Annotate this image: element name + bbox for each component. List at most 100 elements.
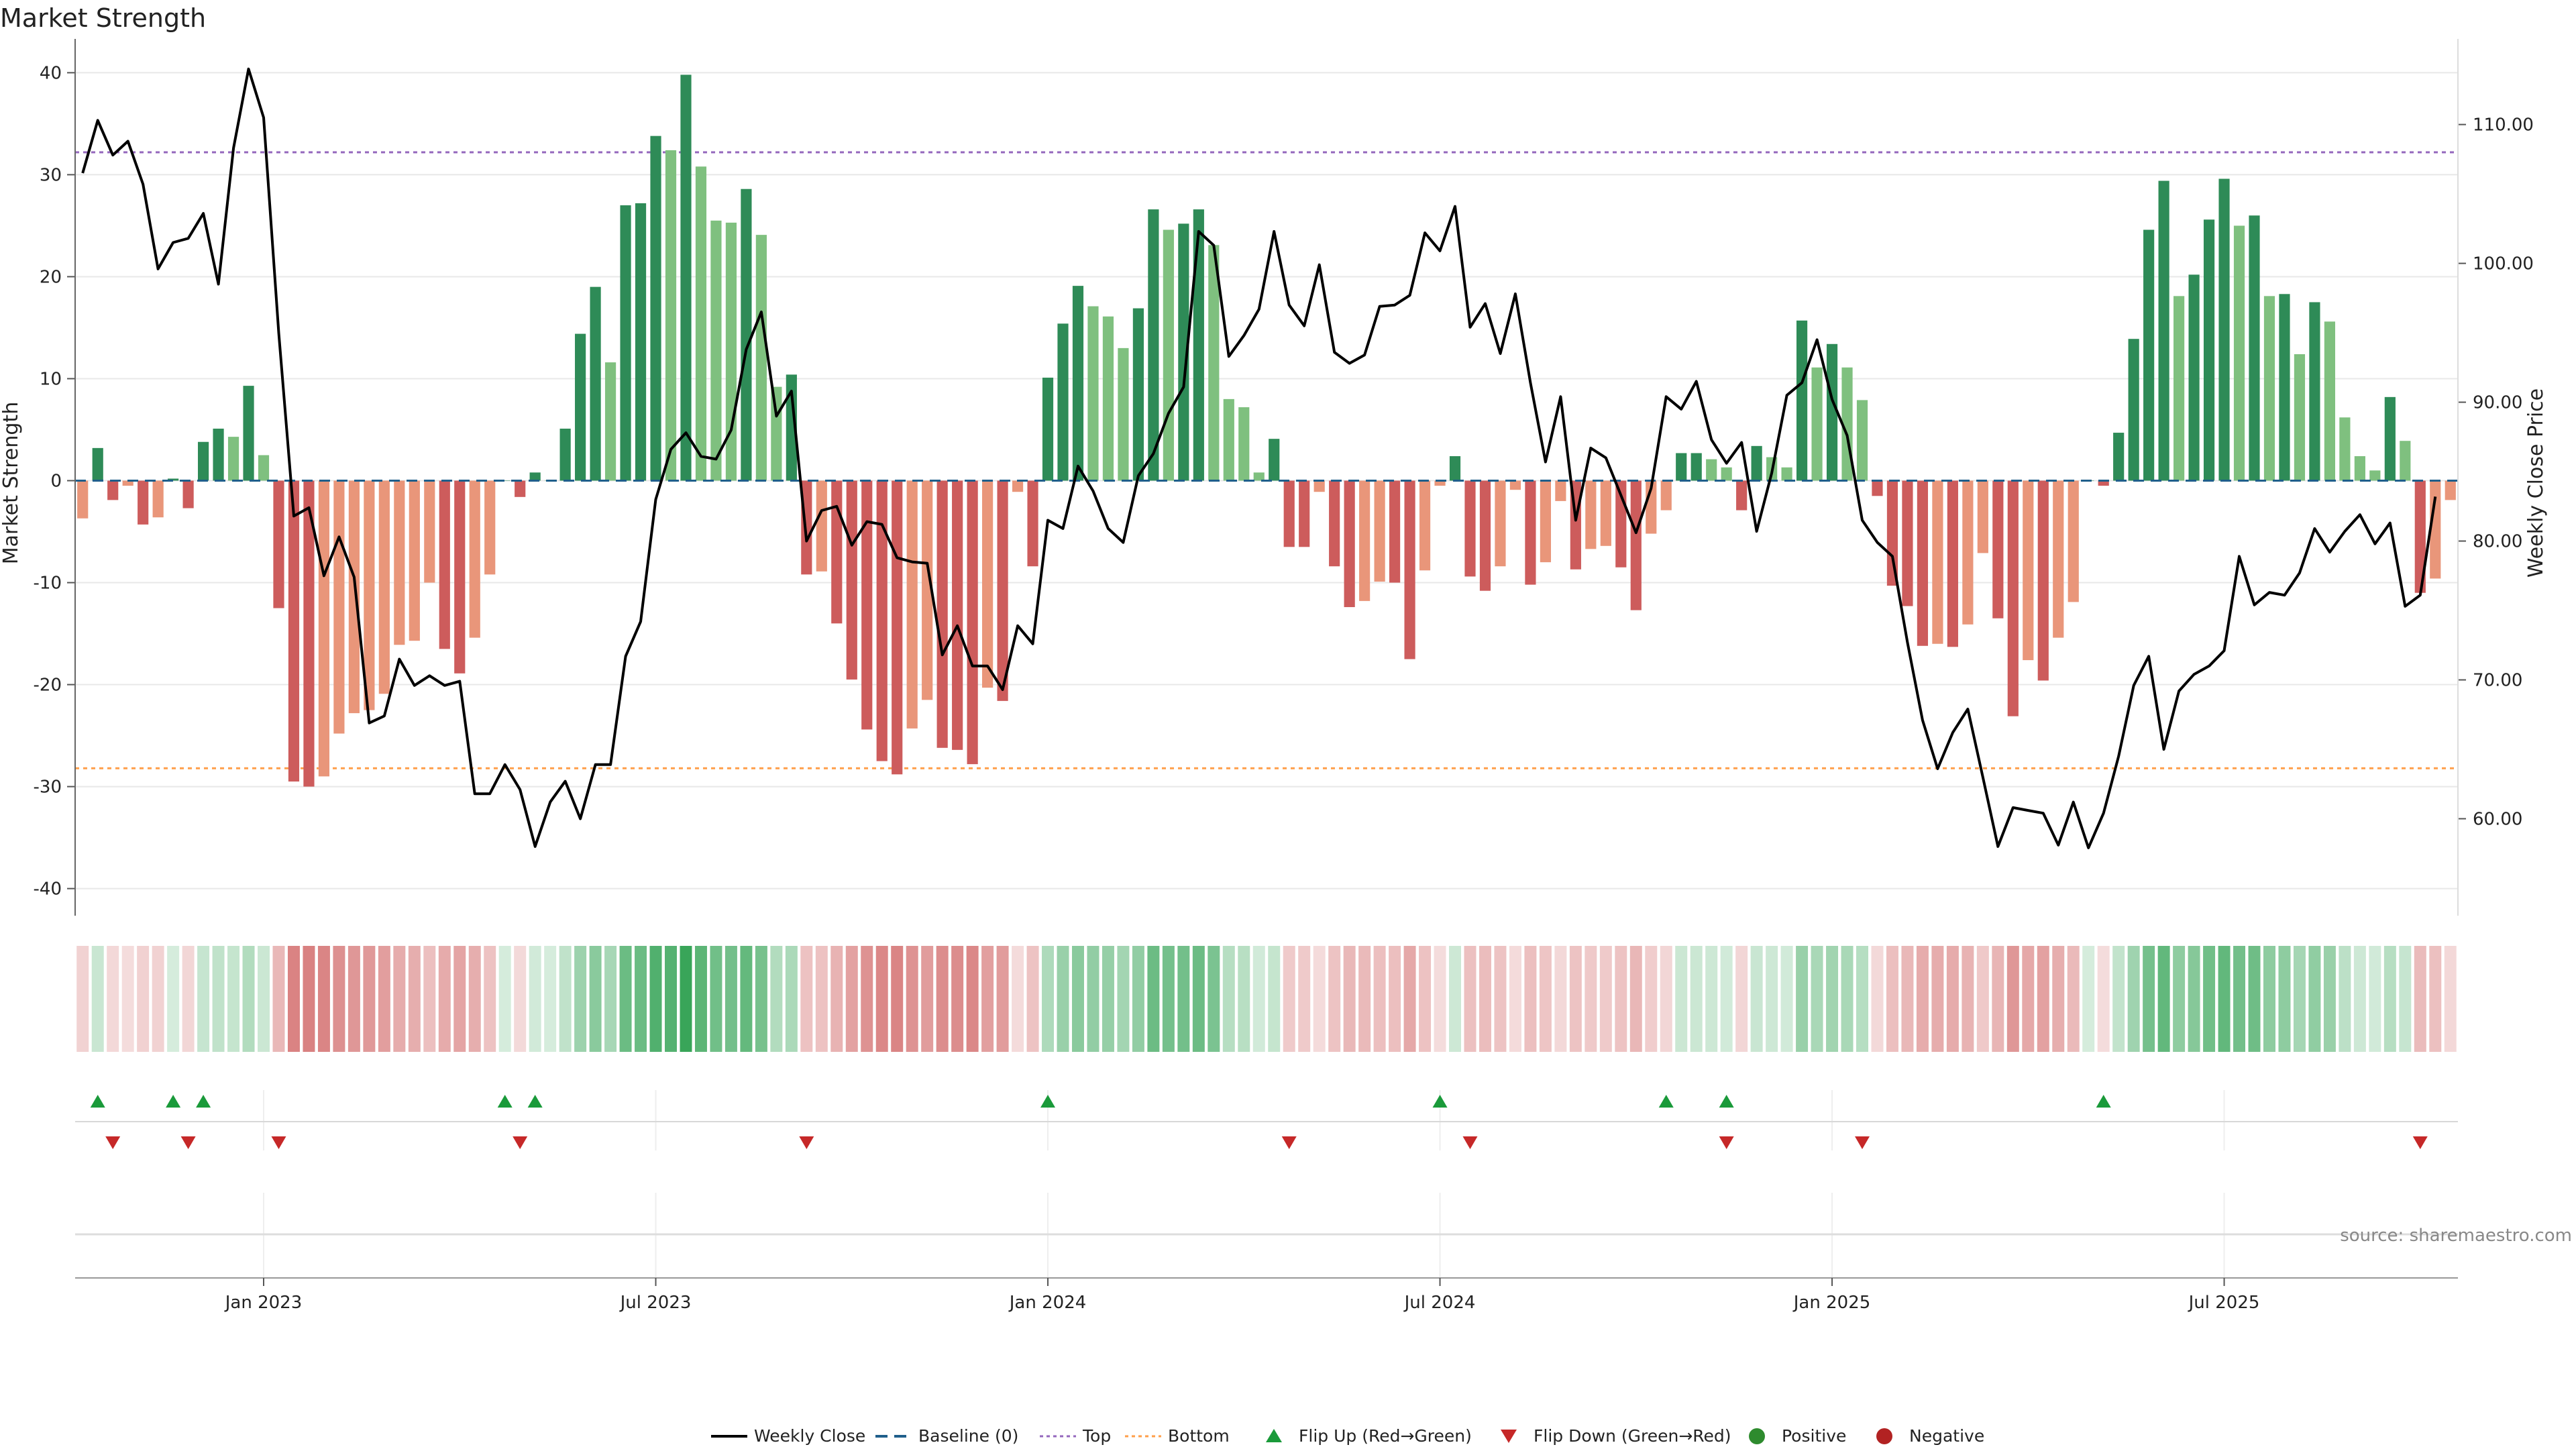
strength-bar — [861, 480, 873, 730]
strength-bar — [1389, 480, 1401, 583]
heat-cell — [635, 946, 647, 1052]
heat-cell — [1238, 946, 1250, 1052]
heat-cell — [2308, 946, 2321, 1052]
strength-bar — [1012, 480, 1024, 492]
strength-bar — [876, 480, 888, 761]
strength-bar — [2414, 480, 2426, 593]
heat-cell — [2339, 946, 2351, 1052]
strength-bar — [1826, 343, 1838, 481]
legend-label: Top — [1082, 1426, 1111, 1446]
strength-bar — [725, 222, 737, 481]
strength-bar — [2233, 225, 2245, 481]
heat-cell — [1796, 946, 1809, 1052]
left-tick-label: -20 — [34, 676, 62, 696]
strength-bar — [2068, 480, 2079, 602]
strength-bar — [529, 472, 541, 481]
heat-cell — [438, 946, 451, 1052]
strength-bar — [2384, 396, 2396, 481]
strength-bar — [1509, 480, 1521, 490]
heat-cell — [770, 946, 783, 1052]
strength-bar — [2445, 480, 2456, 500]
strength-bar — [1796, 320, 1808, 481]
strength-bar — [1374, 480, 1385, 582]
strength-bar — [1238, 407, 1250, 481]
heat-cell — [2188, 946, 2200, 1052]
heat-cell — [1147, 946, 1160, 1052]
source-label: source: sharemaestro.com — [2340, 1226, 2572, 1246]
heat-cell — [1057, 946, 1069, 1052]
legend-item: Baseline (0) — [875, 1426, 1018, 1446]
strength-bar — [2053, 480, 2064, 638]
strength-bar — [952, 480, 963, 750]
heat-cell — [1449, 946, 1462, 1052]
strength-bar — [303, 480, 315, 787]
heat-cell — [1162, 946, 1175, 1052]
strength-bar — [710, 220, 722, 481]
flip-down-marker — [799, 1136, 814, 1149]
reference-lines — [75, 151, 2458, 769]
heat-cell — [1042, 946, 1055, 1052]
strength-bar — [439, 480, 450, 649]
flip-down-marker — [1462, 1136, 1478, 1149]
heat-cell — [1585, 946, 1597, 1052]
left-tick-label: 40 — [40, 63, 62, 83]
strength-bar — [1962, 480, 1974, 625]
left-tick-label: 30 — [40, 165, 62, 185]
strength-bar — [1495, 480, 1506, 567]
heat-cell — [1177, 946, 1190, 1052]
flip-up-marker — [196, 1095, 211, 1108]
flip-down-marker — [271, 1136, 286, 1149]
heat-cell — [2112, 946, 2125, 1052]
strength-bar — [348, 480, 360, 714]
heat-cell — [785, 946, 798, 1052]
strength-bar — [484, 480, 496, 575]
strength-bar — [2339, 417, 2351, 481]
flip-up-marker — [2096, 1095, 2111, 1108]
heat-cell — [121, 946, 134, 1052]
strength-bar — [2113, 433, 2125, 481]
strength-bar — [1072, 286, 1084, 481]
heat-cell — [710, 946, 722, 1052]
heat-cell — [649, 946, 662, 1052]
strength-bar — [1404, 480, 1415, 659]
legend-swatch — [1501, 1430, 1517, 1443]
right-tick-label: 70.00 — [2473, 671, 2522, 691]
strength-bar — [1977, 480, 1988, 553]
heat-cell — [453, 946, 466, 1052]
strength-bar — [1057, 323, 1069, 481]
heat-cell — [1328, 946, 1341, 1052]
right-tick-label: 110.00 — [2473, 115, 2534, 136]
heat-cell — [2248, 946, 2261, 1052]
heat-cell — [1645, 946, 1658, 1052]
strength-bar — [1299, 480, 1310, 547]
flip-up-marker — [1432, 1095, 1448, 1108]
flip-up-marker — [1040, 1095, 1056, 1108]
heat-cell — [287, 946, 300, 1052]
legend-label: Bottom — [1168, 1426, 1230, 1446]
heat-cell — [1102, 946, 1114, 1052]
x-tick-label: Jul 2024 — [1403, 1293, 1476, 1313]
heat-cell — [2429, 946, 2442, 1052]
legend-label: Weekly Close — [754, 1426, 865, 1446]
strength-bar — [559, 428, 571, 481]
heat-cell — [1479, 946, 1491, 1052]
legend-swatch — [1749, 1428, 1765, 1444]
strength-bar — [2400, 441, 2411, 481]
strength-bar — [604, 362, 616, 481]
strength-bar — [755, 235, 767, 481]
heat-cell — [137, 946, 150, 1052]
flip-up-marker — [166, 1095, 181, 1108]
strength-bar — [273, 480, 284, 608]
strength-bar — [2098, 480, 2109, 486]
heat-cell — [1192, 946, 1205, 1052]
heat-cell — [76, 946, 89, 1052]
heat-cell — [363, 946, 376, 1052]
flip-up-marker — [1658, 1095, 1674, 1108]
heat-cell — [514, 946, 527, 1052]
flip-down-marker — [2412, 1136, 2428, 1149]
heat-cell — [152, 946, 164, 1052]
strength-bar — [1676, 453, 1687, 481]
x-tick-label: Jul 2025 — [2188, 1293, 2260, 1313]
heat-cell — [1780, 946, 1793, 1052]
legend-label: Flip Down (Green→Red) — [1534, 1426, 1731, 1446]
